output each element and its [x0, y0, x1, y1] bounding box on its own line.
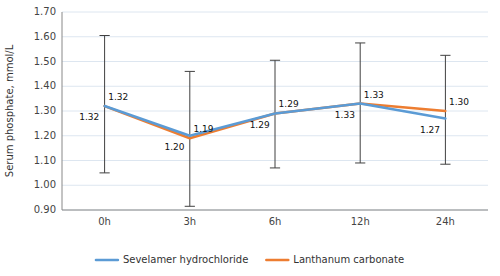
y-tick-label: 1.30 — [34, 105, 56, 116]
legend: Sevelamer hydrochloride Lanthanum carbona… — [96, 254, 404, 265]
x-tick-label: 12h — [351, 216, 370, 227]
y-tick-label: 1.50 — [34, 56, 56, 67]
data-label: 1.19 — [193, 124, 213, 134]
y-tick-label: 1.00 — [34, 179, 56, 190]
x-tick-label: 0h — [98, 216, 111, 227]
grid-line — [62, 185, 488, 186]
legend-label: Lanthanum carbonate — [293, 254, 404, 265]
data-label: 1.20 — [164, 142, 184, 152]
x-axis — [62, 210, 488, 211]
y-axis — [62, 12, 63, 210]
y-axis-label: Serum phosphate, mmol/L — [4, 44, 15, 177]
data-label: 1.30 — [449, 97, 469, 107]
y-tick-label: 1.20 — [34, 130, 56, 141]
data-label: 1.29 — [250, 120, 270, 130]
legend-swatch — [96, 259, 118, 262]
x-tick-label: 6h — [269, 216, 282, 227]
data-label: 1.27 — [420, 125, 440, 135]
series-line — [105, 104, 446, 139]
error-bar — [99, 36, 109, 173]
y-tick-label: 1.40 — [34, 80, 56, 91]
y-tick-label: 1.60 — [34, 31, 56, 42]
grid-line — [62, 36, 488, 37]
grid-line — [62, 210, 488, 211]
y-tick-label: 0.90 — [34, 204, 56, 215]
x-tick-label: 3h — [183, 216, 196, 227]
legend-label: Sevelamer hydrochloride — [123, 254, 248, 265]
data-label: 1.32 — [79, 112, 99, 122]
data-label: 1.32 — [108, 92, 128, 102]
chart: 0.90 1.00 1.10 1.20 1.30 1.40 1.50 1.60 1.70 0h 3h… — [0, 0, 500, 276]
data-label: 1.33 — [335, 110, 355, 120]
series-line — [105, 104, 446, 136]
plot-area — [99, 36, 450, 207]
legend-swatch — [266, 259, 288, 262]
y-tick-label: 1.10 — [34, 155, 56, 166]
x-tick-label: 24h — [436, 216, 455, 227]
data-label: 1.33 — [364, 90, 384, 100]
data-label: 1.29 — [279, 99, 299, 109]
y-tick-label: 1.70 — [34, 6, 56, 17]
grid-line — [62, 12, 488, 13]
